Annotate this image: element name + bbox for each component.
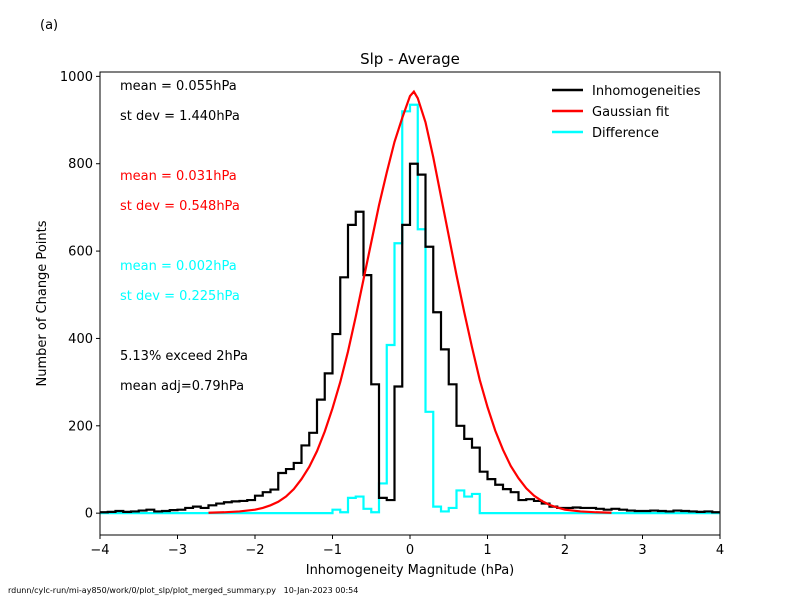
gaussian-fit-series (208, 89, 612, 514)
chart-title: Slp - Average (360, 50, 460, 68)
panel-label: (a) (40, 18, 59, 33)
footer-date: 10-Jan-2023 00:54 (283, 586, 359, 595)
legend-label: Difference (592, 126, 659, 141)
x-tick-label: 1 (483, 543, 491, 558)
y-tick-label: 400 (68, 332, 93, 347)
x-tick-label: −2 (245, 543, 264, 558)
legend-label: Inhomogeneities (592, 84, 701, 99)
difference-series (100, 103, 720, 515)
inhomogeneities-series (100, 162, 720, 514)
y-tick-label: 600 (68, 245, 93, 260)
legend: Inhomogeneities Gaussian fit Difference (552, 84, 701, 141)
annotation-text: 5.13% exceed 2hPa (120, 349, 248, 364)
y-tick-label: 800 (68, 157, 93, 172)
x-tick-label: −3 (168, 543, 187, 558)
x-tick-label: 2 (561, 543, 569, 558)
x-tick-label: −1 (323, 543, 342, 558)
annotation-text: st dev = 0.548hPa (120, 199, 240, 214)
footer: rdunn/cylc-run/mi-ay850/work/0/plot_slp/… (8, 586, 358, 595)
x-tick-label: −4 (90, 543, 109, 558)
x-tick-label: 0 (406, 543, 414, 558)
annotation-text: st dev = 0.225hPa (120, 289, 240, 304)
legend-label: Gaussian fit (592, 105, 669, 120)
plot-area (100, 89, 720, 515)
y-tick-label: 200 (68, 419, 93, 434)
annotations: mean = 0.055hPa st dev = 1.440hPa mean = 0… (120, 79, 248, 394)
y-axis-label: Number of Change Points (35, 220, 50, 386)
y-tick-label: 0 (85, 507, 93, 522)
annotation-text: mean adj=0.79hPa (120, 379, 244, 394)
axis-ticks: −4 −3 −2 −1 0 1 2 3 4 0 200 400 600 800 1000 (60, 70, 724, 558)
annotation-text: st dev = 1.440hPa (120, 109, 240, 124)
x-tick-label: 3 (638, 543, 646, 558)
annotation-text: mean = 0.002hPa (120, 259, 237, 274)
y-tick-label: 1000 (60, 70, 93, 85)
annotation-text: mean = 0.031hPa (120, 169, 237, 184)
x-axis-label: Inhomogeneity Magnitude (hPa) (306, 563, 515, 578)
x-tick-label: 4 (716, 543, 724, 558)
footer-path: rdunn/cylc-run/mi-ay850/work/0/plot_slp/… (8, 586, 276, 595)
annotation-text: mean = 0.055hPa (120, 79, 237, 94)
